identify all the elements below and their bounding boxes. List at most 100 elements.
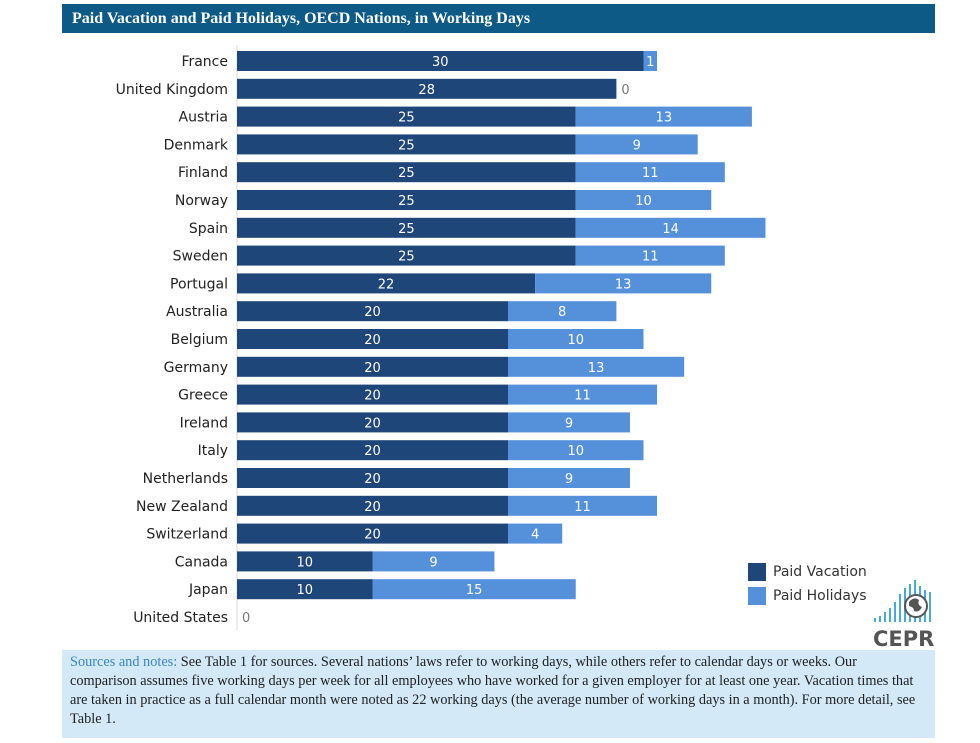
bar-paid-vacation <box>237 190 576 210</box>
category-label: Greece <box>178 388 228 404</box>
data-label: 0 <box>621 83 629 98</box>
bar-paid-vacation <box>237 384 508 405</box>
category-label: Italy <box>198 443 228 459</box>
sources-notes: Sources and notes: See Table 1 for sourc… <box>62 650 935 738</box>
category-label: Switzerland <box>146 527 228 543</box>
category-label: Netherlands <box>143 471 228 487</box>
category-label: New Zealand <box>136 499 228 515</box>
data-label: 4 <box>531 528 539 543</box>
category-label: Belgium <box>171 332 228 348</box>
bar-chart: France 30 1 United Kingdom 28 0 Austria 25 13 Den… <box>116 45 766 630</box>
bar-paid-vacation <box>237 78 617 99</box>
data-label: 13 <box>588 361 605 376</box>
bar-paid-vacation <box>237 468 508 488</box>
data-label: 30 <box>432 55 449 70</box>
category-label: Finland <box>178 165 228 181</box>
category-label: United Kingdom <box>116 82 228 98</box>
legend: Paid Vacation Paid Holidays <box>748 560 867 608</box>
data-label: 25 <box>398 194 415 209</box>
data-label: 13 <box>615 277 632 292</box>
data-label: 22 <box>378 277 395 292</box>
notes-text: See Table 1 for sources. Several nations… <box>70 654 916 727</box>
notes-lead: Sources and notes: <box>70 654 178 670</box>
data-label: 20 <box>364 416 381 431</box>
category-label: Australia <box>166 304 228 320</box>
bar-paid-vacation <box>237 579 373 600</box>
data-label: 20 <box>364 305 381 320</box>
data-label: 20 <box>364 472 381 487</box>
category-label: Ireland <box>180 415 228 431</box>
data-label: 25 <box>398 138 415 153</box>
bar-paid-holidays <box>575 217 766 238</box>
data-label: 1 <box>646 55 654 70</box>
data-label: 11 <box>642 250 659 265</box>
bar-paid-vacation <box>237 106 576 127</box>
data-label: 10 <box>296 555 313 570</box>
category-label: Canada <box>175 554 228 570</box>
data-label: 11 <box>574 500 591 515</box>
bar-paid-holidays <box>508 468 630 488</box>
category-label: United States <box>133 610 228 626</box>
data-label: 20 <box>364 528 381 543</box>
data-label: 20 <box>364 389 381 404</box>
bar-paid-vacation <box>237 440 508 461</box>
data-label: 0 <box>242 611 250 626</box>
data-label: 25 <box>398 166 415 181</box>
data-label: 9 <box>565 472 573 487</box>
category-label: Germany <box>164 360 228 376</box>
bar-paid-vacation <box>237 245 576 266</box>
data-label: 25 <box>398 250 415 265</box>
bar-paid-vacation <box>237 356 508 377</box>
bar-paid-vacation <box>237 217 576 238</box>
bar-paid-holidays <box>535 273 712 294</box>
data-label: 20 <box>364 500 381 515</box>
bar-paid-holidays <box>508 384 658 405</box>
data-label: 9 <box>633 138 641 153</box>
chart-title: Paid Vacation and Paid Holidays, OECD Na… <box>62 4 935 33</box>
category-label: Spain <box>189 221 228 237</box>
data-label: 13 <box>656 111 673 126</box>
cepr-logo: CEPR <box>873 580 934 650</box>
legend-swatch <box>748 563 766 581</box>
category-label: Sweden <box>173 249 228 265</box>
data-label: 11 <box>574 389 591 404</box>
category-label: Norway <box>175 193 228 209</box>
data-label: 9 <box>565 416 573 431</box>
data-label: 11 <box>642 166 659 181</box>
bar-paid-vacation <box>237 329 508 349</box>
data-label: 28 <box>418 83 435 98</box>
bar-paid-holidays <box>508 495 658 516</box>
data-label: 25 <box>398 222 415 237</box>
bar-paid-holidays <box>508 329 644 349</box>
bar-paid-holidays <box>508 356 685 377</box>
bar-paid-holidays <box>508 301 617 322</box>
bar-paid-holidays <box>372 579 576 600</box>
data-label: 20 <box>364 361 381 376</box>
legend-item-paid-holidays: Paid Holidays <box>748 584 867 608</box>
bar-paid-holidays <box>575 134 698 155</box>
bar-paid-holidays <box>508 523 563 544</box>
data-label: 25 <box>398 111 415 126</box>
bar-paid-vacation <box>237 134 576 155</box>
bar-paid-holidays <box>643 51 658 71</box>
category-label: Japan <box>188 582 228 598</box>
bar-paid-holidays <box>575 106 752 127</box>
bar-paid-holidays <box>575 190 712 210</box>
legend-item-paid-vacation: Paid Vacation <box>748 560 867 584</box>
bar-paid-vacation <box>237 162 576 183</box>
bar-paid-holidays <box>575 162 725 183</box>
data-label: 20 <box>364 333 381 348</box>
bar-paid-vacation <box>237 523 508 544</box>
legend-label: Paid Holidays <box>773 588 867 604</box>
data-label: 10 <box>635 194 652 209</box>
legend-swatch <box>748 587 766 605</box>
data-label: 10 <box>296 583 313 598</box>
svg-text:CEPR: CEPR <box>873 627 934 650</box>
category-label: Denmark <box>164 137 229 153</box>
data-label: 8 <box>558 305 566 320</box>
bar-paid-vacation <box>237 51 644 71</box>
bar-paid-vacation <box>237 301 508 322</box>
bar-paid-vacation <box>237 273 536 294</box>
bar-paid-holidays <box>508 440 644 461</box>
bar-paid-vacation <box>237 551 373 572</box>
